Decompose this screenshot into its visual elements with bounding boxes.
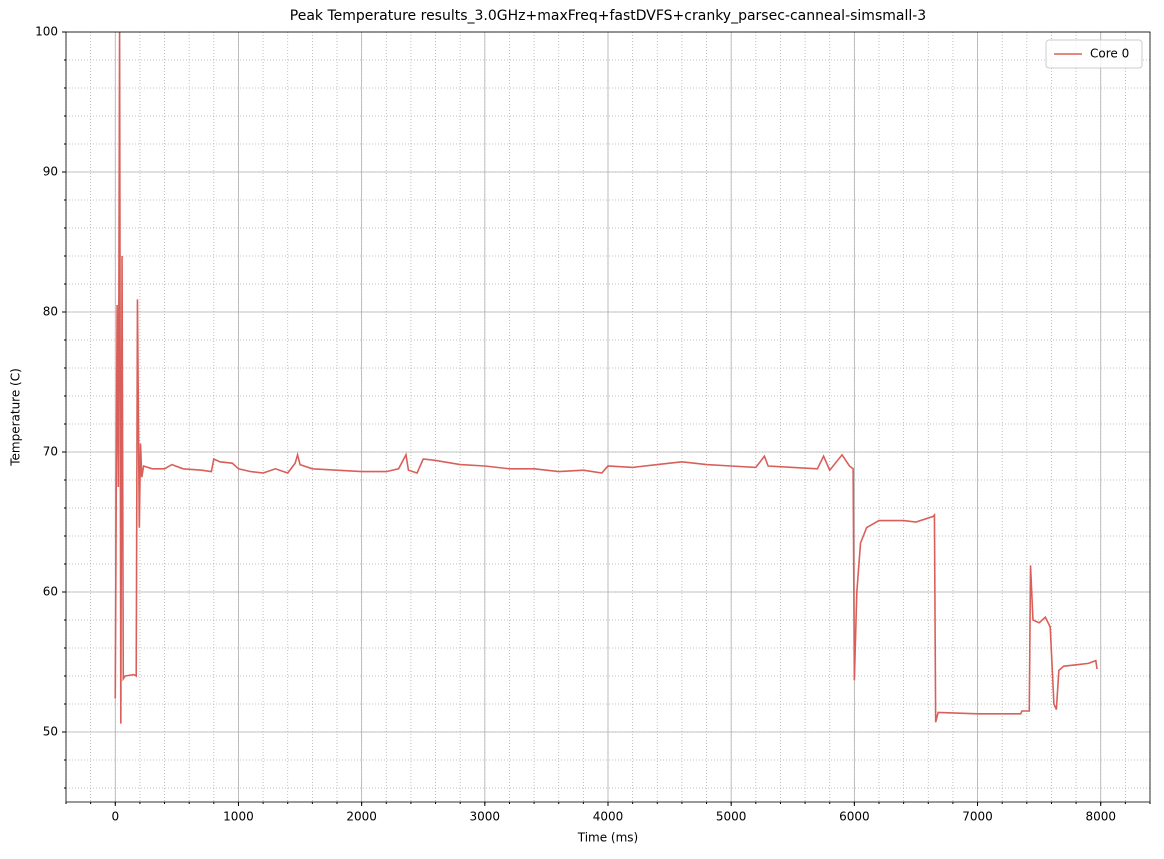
- data-line: [114, 32, 1098, 724]
- legend-label: Core 0: [1090, 47, 1129, 61]
- y-tick-label: 100: [35, 25, 58, 39]
- x-tick-label: 2000: [346, 810, 377, 824]
- x-tick-label: 5000: [716, 810, 747, 824]
- chart-title: Peak Temperature results_3.0GHz+maxFreq+…: [290, 8, 926, 24]
- y-tick-label: 50: [43, 725, 58, 739]
- x-tick-label: 6000: [839, 810, 870, 824]
- x-tick-label: 0: [111, 810, 119, 824]
- x-tick-label: 7000: [962, 810, 993, 824]
- y-tick-label: 80: [43, 305, 58, 319]
- x-tick-label: 3000: [470, 810, 501, 824]
- plot-frame: [65, 31, 1151, 803]
- x-tick-label: 8000: [1085, 810, 1116, 824]
- x-tick-label: 4000: [593, 810, 624, 824]
- y-axis-label: Temperature (C): [9, 368, 23, 467]
- legend-box: [1045, 39, 1143, 69]
- x-tick-label: 1000: [223, 810, 254, 824]
- y-tick-label: 90: [43, 165, 58, 179]
- y-tick-label: 60: [43, 585, 58, 599]
- plot-area: [114, 32, 1098, 724]
- x-axis-label: Time (ms): [577, 831, 639, 845]
- y-tick-label: 70: [43, 445, 58, 459]
